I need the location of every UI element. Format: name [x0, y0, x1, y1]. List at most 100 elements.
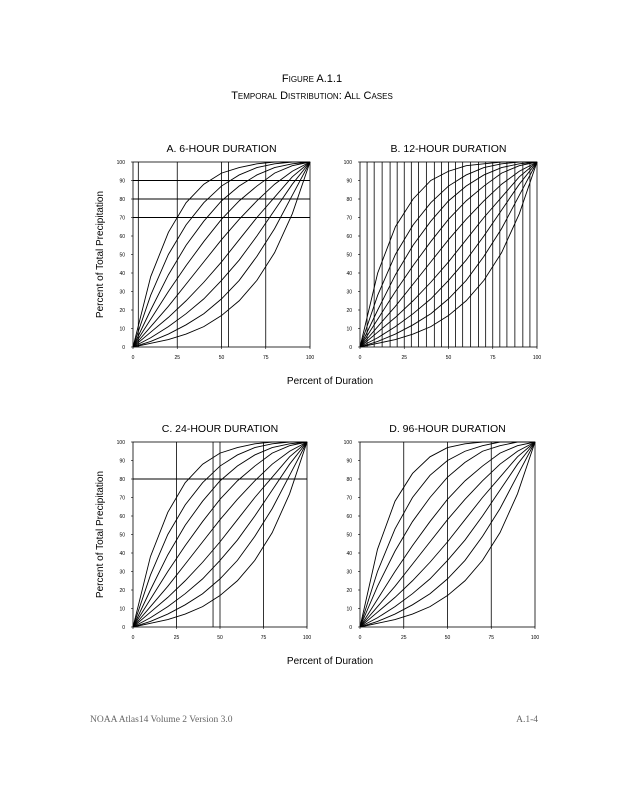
y-tick-label: 50 [119, 533, 125, 539]
y-axis-label: Percent of Total Precipitation [95, 191, 106, 318]
x-tick-label: 0 [359, 635, 362, 641]
plot-frame [132, 441, 308, 628]
x-tick-label: 100 [303, 635, 312, 641]
x-tick-label: 0 [132, 635, 135, 641]
curve [359, 161, 538, 348]
chart-title: D. 96-HOUR DURATION [389, 423, 505, 435]
chart-title: A. 6-HOUR DURATION [166, 143, 276, 155]
x-axis-label: Percent of Duration [287, 376, 373, 387]
curve [132, 441, 308, 628]
curve [132, 161, 311, 348]
y-tick-label: 40 [119, 551, 125, 557]
x-tick-label: 100 [306, 355, 315, 361]
plot-frame [132, 161, 311, 348]
y-tick-label: 20 [346, 588, 352, 594]
y-tick-label: 90 [346, 179, 352, 185]
y-tick-label: 80 [119, 197, 125, 203]
footer-right: A.1-4 [516, 715, 538, 725]
y-tick-label: 90 [346, 459, 352, 465]
y-tick-label: 0 [349, 625, 352, 631]
x-tick-label: 25 [174, 355, 180, 361]
y-tick-label: 80 [119, 477, 125, 483]
curve [359, 161, 538, 348]
x-tick-label: 50 [446, 355, 452, 361]
curve [359, 441, 536, 628]
curve [359, 161, 537, 348]
y-tick-label: 20 [119, 308, 125, 314]
x-tick-label: 50 [217, 635, 223, 641]
y-tick-label: 30 [346, 570, 352, 576]
x-tick-label: 100 [531, 635, 540, 641]
curve [359, 441, 535, 628]
y-tick-label: 40 [119, 271, 125, 277]
y-tick-label: 100 [117, 440, 126, 446]
y-tick-label: 10 [119, 607, 125, 613]
curve [359, 441, 535, 628]
figure-subtitle: Temporal Distribution: All Cases [231, 90, 393, 102]
curve [132, 161, 311, 348]
y-tick-label: 60 [346, 514, 352, 520]
x-tick-label: 50 [445, 635, 451, 641]
y-tick-label: 80 [346, 477, 352, 483]
y-tick-label: 10 [346, 327, 352, 333]
curve [359, 161, 537, 348]
y-tick-label: 40 [346, 551, 352, 557]
y-axis-label: Percent of Total Precipitation [95, 471, 106, 598]
x-tick-label: 25 [401, 355, 407, 361]
curve [359, 161, 538, 348]
y-tick-label: 70 [346, 216, 352, 222]
x-tick-label: 25 [401, 635, 407, 641]
curve [359, 441, 536, 628]
y-tick-label: 10 [346, 607, 352, 613]
y-tick-label: 30 [119, 570, 125, 576]
curve [132, 441, 307, 628]
footer-left: NOAA Atlas14 Volume 2 Version 3.0 [90, 715, 233, 725]
y-tick-label: 30 [346, 290, 352, 296]
x-tick-label: 0 [132, 355, 135, 361]
curve [132, 161, 310, 348]
plot-frame [359, 161, 538, 348]
y-tick-label: 10 [119, 327, 125, 333]
curve [132, 161, 311, 348]
x-axis-label: Percent of Duration [287, 656, 373, 667]
plot-frame [359, 441, 536, 628]
y-tick-label: 60 [346, 234, 352, 240]
curve [132, 161, 311, 348]
curve [359, 161, 538, 348]
y-tick-label: 50 [346, 253, 352, 259]
x-tick-label: 75 [261, 635, 267, 641]
curve [132, 441, 308, 628]
y-tick-label: 100 [344, 440, 353, 446]
curve [132, 161, 311, 348]
curve [132, 441, 308, 628]
curve [132, 161, 311, 348]
y-tick-label: 20 [346, 308, 352, 314]
curve [359, 161, 538, 348]
x-tick-label: 50 [219, 355, 225, 361]
y-tick-label: 0 [122, 345, 125, 351]
curve [359, 441, 536, 628]
figure-title: Figure A.1.1 [282, 73, 342, 85]
y-tick-label: 50 [346, 533, 352, 539]
y-tick-label: 100 [344, 160, 353, 166]
y-tick-label: 70 [119, 496, 125, 502]
x-tick-label: 75 [488, 635, 494, 641]
y-tick-label: 0 [349, 345, 352, 351]
x-tick-label: 75 [263, 355, 269, 361]
curve [359, 441, 536, 628]
y-tick-label: 90 [119, 179, 125, 185]
curve [132, 441, 308, 628]
x-tick-label: 25 [174, 635, 180, 641]
curve [359, 161, 538, 348]
curve [359, 441, 536, 628]
x-tick-label: 75 [490, 355, 496, 361]
x-tick-label: 100 [533, 355, 542, 361]
curve [359, 441, 536, 628]
y-tick-label: 60 [119, 234, 125, 240]
y-tick-label: 70 [119, 216, 125, 222]
curve [132, 441, 308, 628]
chart-title: C. 24-HOUR DURATION [162, 423, 278, 435]
y-tick-label: 0 [122, 625, 125, 631]
curve [132, 441, 307, 628]
